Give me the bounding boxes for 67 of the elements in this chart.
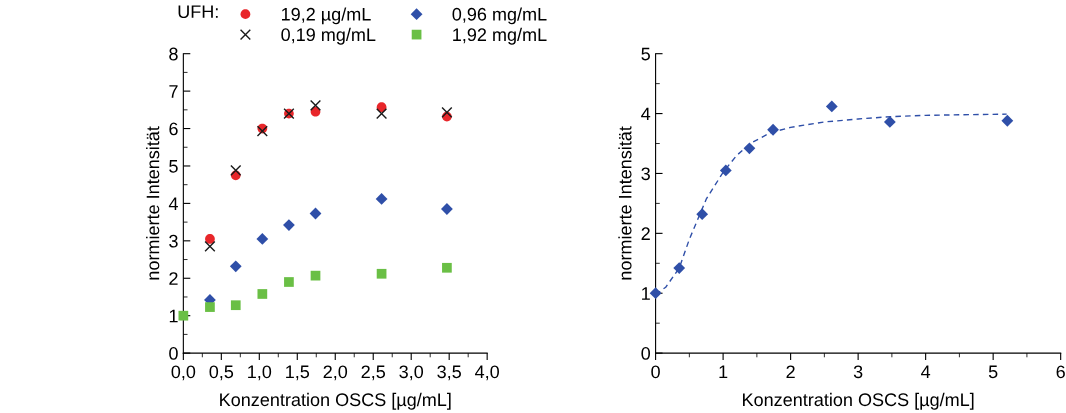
y-tick-label: 4 — [168, 197, 178, 210]
y-tick-label: 2 — [169, 272, 178, 285]
x-axis-title: Konzentration OSCS [µg/mL] — [220, 392, 451, 410]
point — [719, 164, 732, 177]
point — [825, 100, 838, 113]
point — [309, 99, 322, 111]
y-tick-label: 5 — [169, 160, 178, 173]
y-tick-label: 1 — [169, 309, 178, 323]
point — [284, 277, 294, 287]
x-tick-label: 2 — [786, 365, 795, 379]
point — [376, 268, 387, 279]
x-tick-label: 3,5 — [437, 365, 461, 381]
x-tick-label: 1,0 — [248, 365, 272, 381]
point — [442, 262, 452, 273]
point — [178, 310, 189, 321]
y-tick-label: 8 — [169, 47, 178, 61]
legend-label: 0,96 mg/mL — [452, 7, 547, 25]
x-tick-label: 0,5 — [209, 365, 234, 381]
x-tick-label: 3,0 — [399, 365, 424, 381]
x-axis-title: Konzentration OSCS [µg/mL] — [743, 392, 974, 410]
point — [883, 116, 896, 128]
point — [673, 262, 686, 274]
y-tick-label: 0 — [169, 347, 178, 360]
y-tick-label: 2 — [641, 227, 650, 240]
y-tick-label: 0 — [641, 347, 651, 360]
point — [283, 219, 295, 231]
x-tick-label: 3 — [853, 365, 863, 379]
y-tick-label: 4 — [641, 107, 651, 121]
point — [256, 233, 269, 245]
point — [257, 289, 268, 299]
point — [230, 164, 242, 177]
x-tick-label: 0,0 — [171, 365, 196, 381]
y-tick-label: 1 — [642, 287, 650, 300]
y-axis-title: normierte Intensität — [618, 126, 632, 280]
y-tick-label: 3 — [169, 234, 178, 248]
point — [229, 260, 242, 273]
point — [767, 123, 779, 136]
point — [743, 142, 756, 155]
y-tick-label: 3 — [641, 167, 650, 181]
legend-label: 1,92 mg/mL — [453, 27, 547, 45]
point — [204, 240, 216, 253]
x-tick-label: 2,0 — [323, 365, 348, 381]
x-tick-label: 6 — [1056, 365, 1065, 379]
point — [441, 203, 453, 215]
point — [230, 300, 241, 311]
point — [1001, 114, 1014, 127]
y-axis-title: normierte Intensität — [146, 126, 160, 280]
point — [696, 208, 709, 221]
x-tick-label: 1 — [719, 365, 728, 379]
legend-label: 0,19 mg/mL — [281, 27, 376, 45]
x-tick-label: 4,0 — [475, 365, 500, 381]
point — [205, 234, 215, 244]
x-tick-label: 0 — [651, 365, 660, 379]
legend-title: UFH: — [178, 5, 218, 19]
x-tick-label: 1,5 — [286, 365, 310, 381]
point — [649, 287, 662, 300]
y-tick-label: 5 — [641, 47, 650, 61]
x-tick-label: 5 — [988, 365, 998, 379]
legend-label: 19,2 µg/mL — [282, 7, 371, 25]
y-tick-label: 7 — [169, 85, 178, 98]
point — [376, 108, 388, 120]
y-tick-label: 6 — [169, 122, 178, 136]
x-tick-label: 2,5 — [361, 365, 386, 381]
point — [375, 193, 388, 205]
x-tick-label: 4 — [921, 365, 931, 379]
point — [441, 106, 453, 119]
point — [205, 302, 215, 312]
